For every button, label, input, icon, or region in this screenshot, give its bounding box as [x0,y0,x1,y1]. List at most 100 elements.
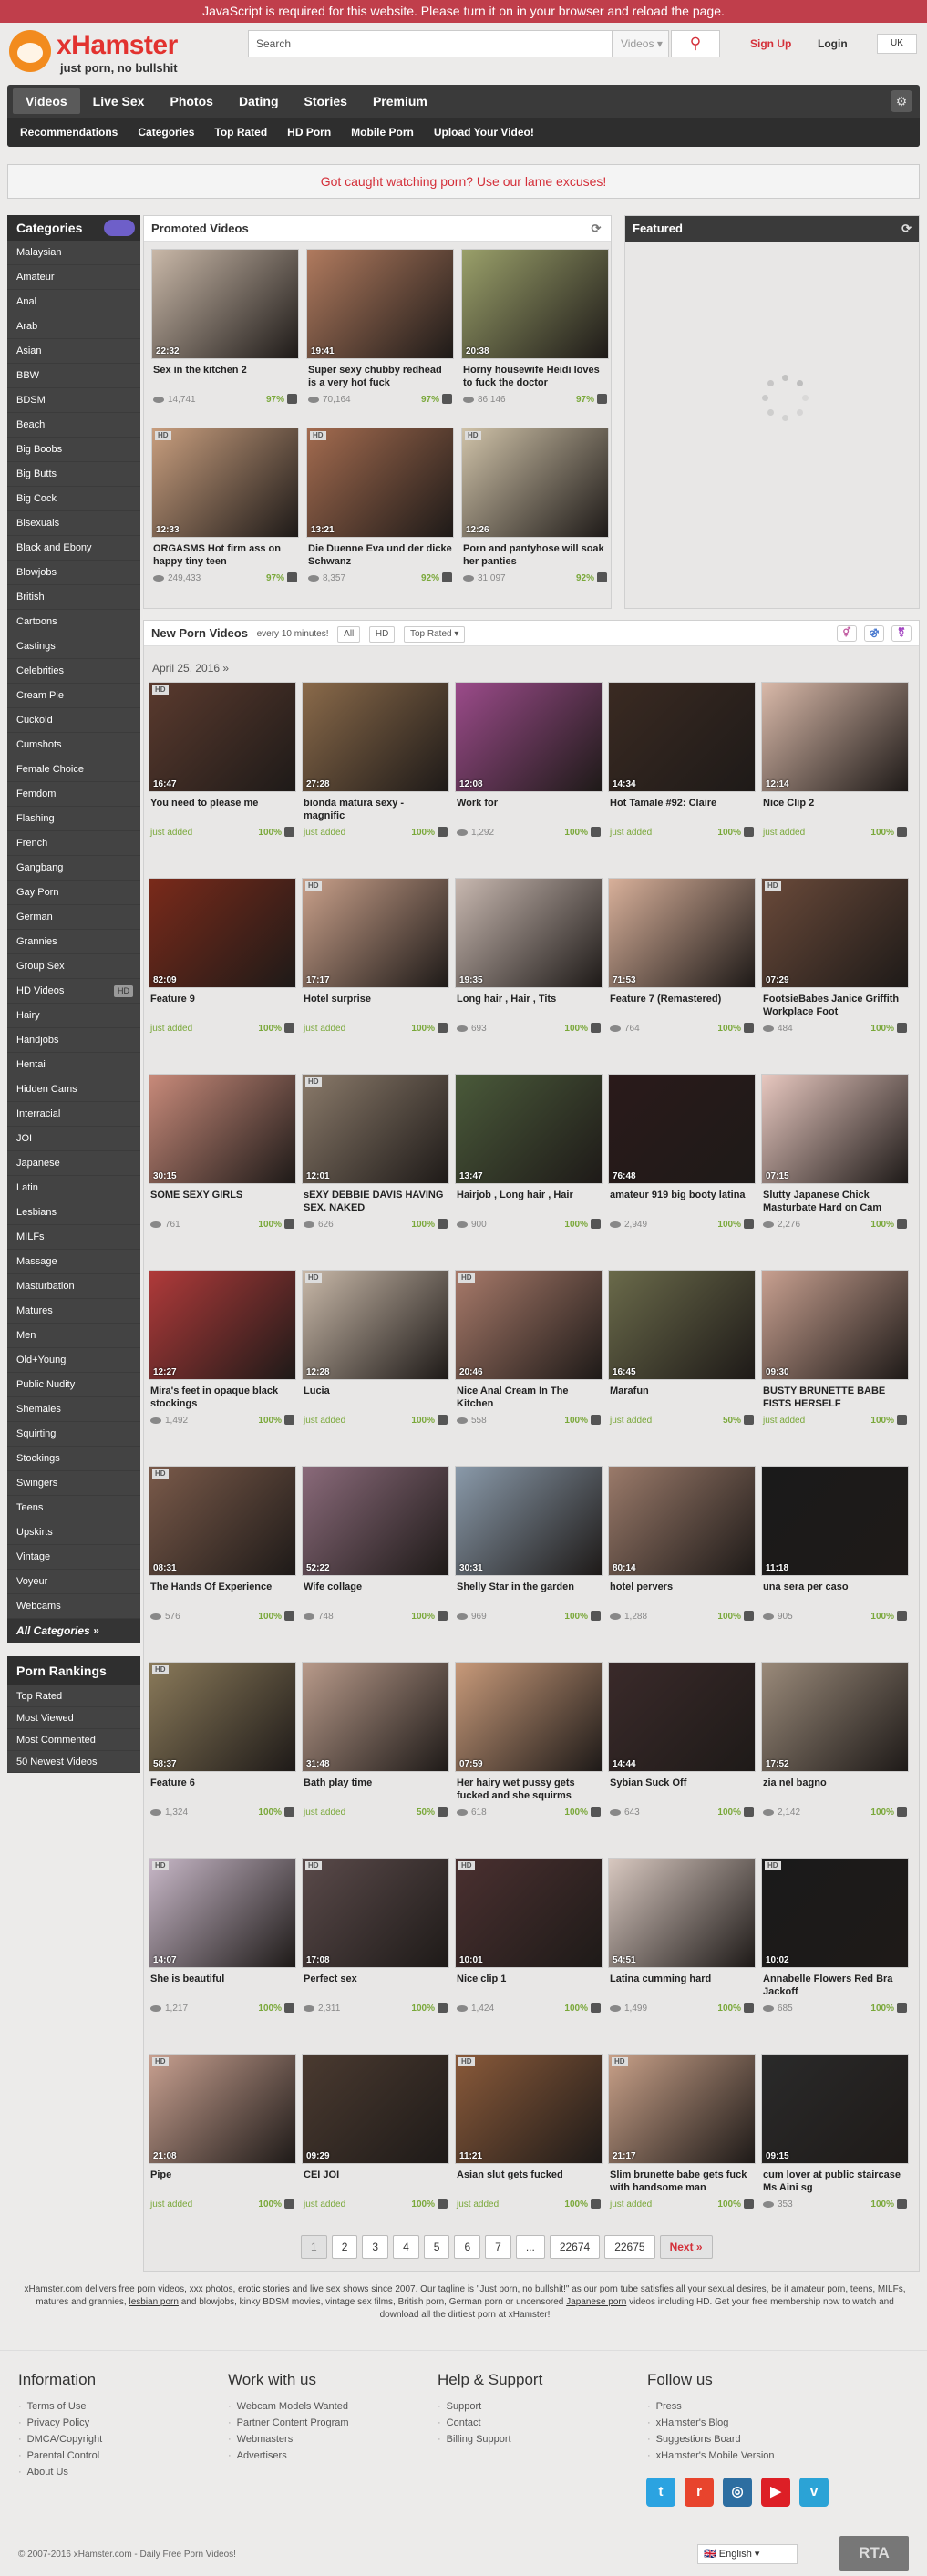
category-item[interactable]: Voyeur [7,1570,140,1594]
video-thumbnail[interactable]: 13:47 [455,1074,603,1184]
filter-all-button[interactable]: All [337,625,361,643]
category-item[interactable]: Men [7,1324,140,1348]
video-card[interactable]: 12:14 Nice Clip 2 just added 100% [761,682,909,864]
category-item[interactable]: Grannies [7,930,140,954]
video-card[interactable]: 31:48 Bath play time just added 50% [302,1662,449,1844]
category-item[interactable]: Teens [7,1496,140,1520]
language-flag-icon[interactable]: UK [877,34,917,54]
footer-link[interactable]: Advertisers [228,2447,428,2464]
video-title[interactable]: una sera per caso [763,1582,849,1592]
lesbian-porn-link[interactable]: lesbian porn [129,2297,179,2307]
site-logo[interactable]: xHamster just porn, no bullshit [9,30,219,76]
video-card[interactable]: 80:14 hotel pervers 1,288 100% [608,1466,756,1648]
category-item[interactable]: Gangbang [7,856,140,881]
video-thumbnail[interactable]: 30:31 [455,1466,603,1576]
category-item[interactable]: Cuckold [7,708,140,733]
video-card[interactable]: HD 21:08 Pipe just added 100% [149,2054,296,2236]
footer-link[interactable]: Partner Content Program [228,2415,428,2431]
category-item[interactable]: Matures [7,1299,140,1324]
japanese-porn-link[interactable]: Japanese porn [566,2297,627,2307]
video-card[interactable]: HD 17:08 Perfect sex 2,311 100% [302,1858,449,2040]
video-card[interactable]: 12:27 Mira's feet in opaque black stockin… [149,1270,296,1452]
video-title[interactable]: Perfect sex [304,1973,357,1984]
page-link[interactable]: 22674 [549,2235,601,2259]
video-card[interactable]: 30:15 SOME SEXY GIRLS 761 100% [149,1074,296,1256]
video-thumbnail[interactable]: HD 17:08 [302,1858,449,1968]
youtube-icon[interactable]: ▶ [761,2478,790,2507]
page-link[interactable]: ... [515,2235,545,2259]
page-link[interactable]: 4 [393,2235,419,2259]
category-item[interactable]: Gay Porn [7,881,140,905]
shemale-filter-icon[interactable]: ⚧ [891,625,912,642]
category-item[interactable]: BBW [7,364,140,388]
video-title[interactable]: Feature 7 (Remastered) [610,994,722,1005]
video-thumbnail[interactable]: HD 12:28 [302,1270,449,1380]
video-title[interactable]: Latina cumming hard [610,1973,712,1984]
video-thumbnail[interactable]: HD 12:26 [461,428,609,538]
video-card[interactable]: 07:59 Her hairy wet pussy gets fucked and… [455,1662,603,1844]
video-title[interactable]: BUSTY BRUNETTE BABE FISTS HERSELF [763,1386,886,1409]
video-thumbnail[interactable]: 19:35 [455,878,603,988]
category-item[interactable]: Black and Ebony [7,536,140,561]
category-item[interactable]: Handjobs [7,1028,140,1053]
orientation-toggle-icon[interactable] [104,220,135,236]
refresh-icon[interactable]: ⟳ [591,222,602,235]
category-item[interactable]: Hidden Cams [7,1077,140,1102]
video-title[interactable]: bionda matura sexy - magnific [304,798,405,821]
category-item[interactable]: Asian [7,339,140,364]
category-item[interactable]: Anal [7,290,140,314]
video-thumbnail[interactable]: HD 10:02 [761,1858,909,1968]
video-card[interactable]: HD 58:37 Feature 6 1,324 100% [149,1662,296,1844]
video-card[interactable]: 16:45 Marafun just added 50% [608,1270,756,1452]
category-item[interactable]: Female Choice [7,757,140,782]
video-thumbnail[interactable]: HD 12:01 [302,1074,449,1184]
video-title[interactable]: FootsieBabes Janice Griffith Workplace F… [763,994,900,1017]
category-item[interactable]: Swingers [7,1471,140,1496]
video-card[interactable]: HD 12:33 ORGASMS Hot firm ass on happy tin… [151,428,299,610]
video-title[interactable]: Bath play time [304,1777,373,1788]
category-item[interactable]: Interracial [7,1102,140,1127]
video-thumbnail[interactable]: HD 21:17 [608,2054,756,2164]
video-thumbnail[interactable]: 07:15 [761,1074,909,1184]
video-thumbnail[interactable]: 14:44 [608,1662,756,1772]
nav-tab-photos[interactable]: Photos [170,94,213,108]
video-thumbnail[interactable]: 12:08 [455,682,603,792]
ranking-item[interactable]: 50 Newest Videos [7,1751,140,1773]
category-item[interactable]: BDSM [7,388,140,413]
settings-gear-icon[interactable]: ⚙ [891,90,912,112]
footer-link[interactable]: Webcam Models Wanted [228,2398,428,2415]
video-card[interactable]: 09:29 CEI JOI just added 100% [302,2054,449,2236]
page-link[interactable]: 6 [454,2235,481,2259]
video-thumbnail[interactable]: HD 11:21 [455,2054,603,2164]
language-select[interactable]: 🇬🇧 English ▾ [697,2544,798,2564]
video-title[interactable]: Long hair , Hair , Tits [457,994,557,1005]
video-title[interactable]: Wife collage [304,1582,363,1592]
page-link[interactable]: 5 [423,2235,450,2259]
footer-link[interactable]: xHamster's Blog [647,2415,848,2431]
category-item[interactable]: Amateur [7,265,140,290]
video-card[interactable]: 22:32 Sex in the kitchen 2 14,741 97% [151,249,299,431]
category-item[interactable]: Squirting [7,1422,140,1447]
ranking-item[interactable]: Most Commented [7,1729,140,1751]
video-title[interactable]: Horny housewife Heidi loves to fuck the … [463,365,600,388]
video-title[interactable]: Feature 6 [150,1777,195,1788]
category-item[interactable]: British [7,585,140,610]
video-card[interactable]: HD 10:02 Annabelle Flowers Red Bra Jackoff… [761,1858,909,2040]
video-card[interactable]: HD 13:21 Die Duenne Eva und der dicke Schw… [306,428,454,610]
footer-link[interactable]: xHamster's Mobile Version [647,2447,848,2464]
video-title[interactable]: Hot Tamale #92: Claire [610,798,717,809]
category-item[interactable]: Old+Young [7,1348,140,1373]
video-card[interactable]: HD 08:31 The Hands Of Experience 576 100% [149,1466,296,1648]
video-card[interactable]: 54:51 Latina cumming hard 1,499 100% [608,1858,756,2040]
video-card[interactable]: 14:34 Hot Tamale #92: Claire just added 100… [608,682,756,864]
category-item[interactable]: Big Butts [7,462,140,487]
category-item[interactable]: Lesbians [7,1200,140,1225]
video-thumbnail[interactable]: 52:22 [302,1466,449,1576]
video-thumbnail[interactable]: 31:48 [302,1662,449,1772]
subnav-top-rated[interactable]: Top Rated [214,126,268,139]
video-title[interactable]: She is beautiful [150,1973,225,1984]
subnav-hd-porn[interactable]: HD Porn [287,126,332,139]
subnav-recommendations[interactable]: Recommendations [20,126,118,139]
video-card[interactable]: 71:53 Feature 7 (Remastered) 764 100% [608,878,756,1060]
category-item[interactable]: Latin [7,1176,140,1200]
